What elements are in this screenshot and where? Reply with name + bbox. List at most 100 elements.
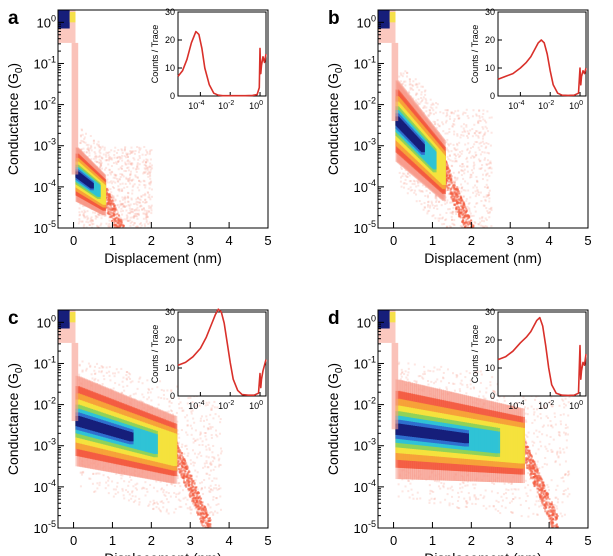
heat-cell: [131, 246, 133, 248]
heat-cell: [131, 380, 134, 383]
heat-cell: [463, 222, 466, 225]
heat-cell: [114, 224, 117, 227]
heat-cell: [107, 201, 110, 204]
heat-cell: [125, 152, 128, 155]
heat-cell: [462, 221, 465, 224]
heat-cell: [445, 167, 448, 170]
heat-cell: [462, 209, 465, 212]
heatmap: [58, 10, 154, 287]
heat-cell: [121, 238, 123, 240]
heat-cell: [136, 217, 139, 220]
heat-cell: [477, 223, 480, 226]
heat-cell: [448, 131, 451, 134]
heat-cell: [110, 215, 113, 218]
heat-cell: [456, 202, 459, 205]
heat-cell: [138, 267, 140, 269]
heat-cell: [479, 224, 482, 227]
tick-base: 10: [249, 101, 259, 111]
heat-cell: [114, 226, 117, 228]
heat-cell: [401, 172, 404, 175]
heat-cell: [400, 166, 403, 169]
heat-cell: [189, 483, 192, 486]
heat-cell: [461, 202, 464, 205]
heat-cell: [119, 228, 121, 230]
heat-cell: [447, 187, 450, 190]
heat-cell: [100, 165, 103, 168]
heat-cell: [434, 217, 437, 220]
heat-cell: [140, 285, 142, 287]
heat-cell: [193, 499, 196, 502]
heat-cell: [478, 241, 480, 243]
heat-cell: [140, 243, 142, 245]
heat-cell: [476, 189, 479, 192]
heat-cell: [436, 103, 439, 106]
heat-cell: [142, 172, 145, 175]
heat-cell: [182, 462, 185, 465]
heat-cell: [486, 210, 489, 213]
heat-cell: [434, 197, 437, 200]
heat-cell: [458, 230, 460, 232]
heat-cell: [119, 183, 122, 186]
heat-cell: [460, 211, 463, 214]
heat-cell: [421, 98, 424, 101]
heat-cell: [79, 142, 82, 145]
heat-cell: [483, 226, 486, 228]
heat-cell: [478, 109, 481, 112]
heat-cell: [107, 203, 110, 206]
heat-cell: [403, 186, 406, 189]
heat-cell: [125, 377, 128, 380]
heat-cell: [468, 220, 471, 223]
heat-cell: [455, 193, 458, 196]
heat-cell: [144, 217, 147, 220]
heat-cell: [446, 155, 449, 158]
heat-cell: [114, 146, 117, 149]
heat-cell: [194, 490, 197, 493]
heat-cell: [461, 226, 464, 228]
heat-cell: [204, 435, 207, 438]
heat-cell: [201, 507, 204, 510]
heat-cell: [485, 142, 488, 145]
heat-cell: [126, 237, 128, 239]
heat-cell: [440, 204, 443, 207]
heat-cell: [201, 440, 204, 443]
heat-cell: [206, 466, 209, 469]
heat-cell: [114, 488, 117, 491]
heat-cell: [475, 114, 478, 117]
heat-cell: [112, 209, 115, 212]
heat-cell: [197, 505, 200, 508]
heat-cell: [487, 167, 490, 170]
heat-cell: [428, 111, 431, 114]
heat-cell: [192, 495, 195, 498]
heat-cell: [132, 242, 134, 244]
heat-cell: [486, 110, 489, 113]
heat-cell: [469, 129, 472, 132]
heat-cell: [208, 447, 211, 450]
heat-cell: [123, 244, 125, 246]
heat-cell: [182, 409, 185, 412]
heat-cell: [120, 232, 122, 234]
heat-cell: [190, 492, 193, 495]
heat-cell: [192, 502, 195, 505]
heat-cell: [112, 180, 115, 183]
heat-cell: [144, 168, 147, 171]
heat-cell: [130, 244, 132, 246]
heat-cell: [110, 199, 113, 202]
heatmap: [58, 310, 223, 528]
heat-cell: [91, 223, 94, 226]
heat-cell: [450, 179, 453, 182]
heat-cell: [459, 198, 462, 201]
heat-cell: [180, 464, 183, 467]
heat-cell: [96, 362, 99, 365]
heat-cell: [144, 198, 147, 201]
panel-label: a: [8, 8, 19, 29]
heat-cell: [86, 210, 89, 213]
heat-cell: [456, 178, 459, 181]
heat-cell: [111, 195, 114, 198]
heat-cell: [102, 185, 107, 205]
heat-cell: [200, 506, 203, 509]
heat-cell: [84, 132, 87, 135]
heat-cell: [408, 80, 411, 83]
heat-cell: [477, 135, 480, 138]
heat-cell: [467, 214, 470, 217]
